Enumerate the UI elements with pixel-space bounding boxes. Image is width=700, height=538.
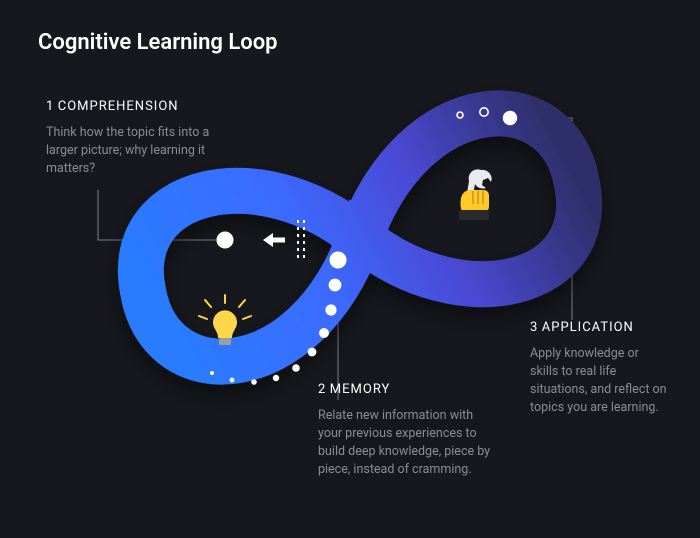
arrow-icon	[263, 233, 285, 247]
node-comprehension	[217, 232, 233, 248]
callout-num: 3	[530, 320, 538, 335]
callout-title: APPLICATION	[542, 320, 634, 335]
callout-body: Think how the topic fits into a larger p…	[46, 124, 236, 178]
callout-title: COMPREHENSION	[58, 99, 179, 114]
callout-body: Relate new information with your previou…	[318, 407, 498, 480]
callout-num: 2	[318, 382, 326, 397]
node-memory	[330, 252, 346, 268]
callout-body: Apply knowledge or skills to real life s…	[530, 345, 670, 418]
callout-num: 1	[46, 99, 54, 114]
callout-comprehension: 1 COMPREHENSION Think how the topic fits…	[46, 95, 236, 178]
callout-application: 3 APPLICATION Apply knowledge or skills …	[530, 316, 670, 418]
page-title: Cognitive Learning Loop	[38, 30, 278, 55]
wrench-hand-icon	[459, 169, 492, 220]
callout-title: MEMORY	[330, 382, 391, 397]
callout-memory: 2 MEMORY Relate new information with you…	[318, 378, 498, 480]
